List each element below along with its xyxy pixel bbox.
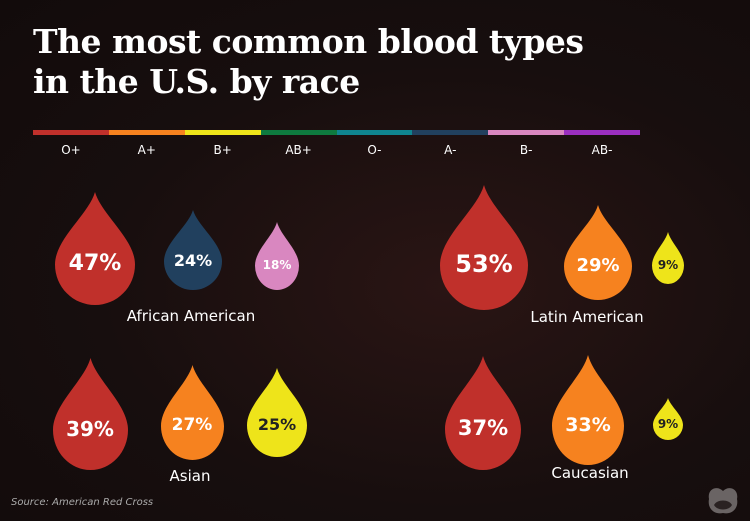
blood-drop-O+: 37% (445, 356, 521, 470)
drop-value-label: 33% (565, 413, 611, 436)
blood-drop-O+: 39% (52, 358, 128, 470)
legend-item-7: AB- (564, 130, 640, 157)
legend-item-4: O- (336, 130, 413, 157)
legend-item-5: A- (412, 130, 489, 157)
legend-label: B+ (213, 143, 232, 157)
blood-drop-O+: 53% (440, 185, 528, 310)
legend-item-2: B+ (184, 130, 261, 157)
logo-icon (705, 485, 741, 515)
drop-value-label: 24% (173, 251, 213, 271)
legend-label: A+ (137, 143, 156, 157)
legend-item-6: B- (488, 130, 565, 157)
source-note: Source: American Red Cross (11, 497, 154, 508)
blood-drop-B-: 18% (255, 222, 299, 290)
legend-swatch (412, 130, 489, 135)
drop-value-label: 18% (262, 258, 292, 273)
legend-swatch (108, 130, 185, 135)
legend-label: O+ (61, 143, 81, 157)
blood-drop-B+: 25% (247, 368, 307, 457)
blood-drop-A+: 29% (564, 205, 632, 300)
legend-item-3: AB+ (260, 130, 337, 157)
blood-drop-B+: 9% (652, 232, 684, 284)
group-label: Asian (169, 467, 211, 485)
drop-value-label: 9% (657, 417, 679, 432)
blood-drop-O+: 47% (55, 192, 135, 305)
legend-swatch (336, 130, 413, 135)
legend-swatch (33, 130, 109, 135)
drop-value-label: 27% (171, 415, 213, 436)
legend-label: A- (444, 143, 457, 157)
drop-value-label: 37% (457, 415, 509, 440)
legend: O+ A+ B+ AB+ O- A- B- AB- (33, 130, 640, 157)
legend-label: O- (367, 143, 382, 157)
legend-item-0: O+ (33, 130, 109, 157)
group-label: Latin American (530, 308, 644, 326)
legend-swatch (488, 130, 565, 135)
blood-drop-A-: 24% (164, 210, 222, 290)
blood-drop-A+: 27% (160, 365, 224, 460)
legend-label: B- (519, 143, 533, 157)
drop-value-label: 9% (657, 257, 679, 272)
legend-item-1: A+ (108, 130, 185, 157)
legend-label: AB- (591, 143, 613, 157)
legend-swatch (184, 130, 261, 135)
legend-swatch (564, 130, 640, 135)
drop-value-label: 29% (576, 254, 620, 276)
legend-swatch (260, 130, 337, 135)
group-label: Caucasian (551, 464, 629, 482)
blood-drop-B+: 9% (653, 398, 683, 440)
drop-value-label: 25% (257, 415, 297, 435)
group-label: African American (126, 307, 256, 325)
legend-label: AB+ (285, 143, 312, 157)
drop-value-label: 39% (66, 417, 114, 442)
chart-title: The most common blood types in the U.S. … (33, 22, 584, 101)
drop-value-label: 47% (68, 250, 122, 276)
drop-value-label: 53% (455, 250, 513, 279)
blood-drop-A+: 33% (552, 355, 624, 465)
